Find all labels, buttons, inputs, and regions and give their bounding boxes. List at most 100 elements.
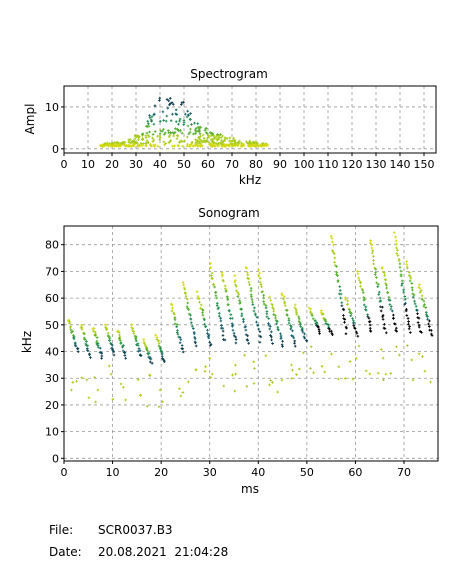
sonogram-point xyxy=(390,305,393,308)
sonogram-point xyxy=(197,297,201,300)
spectrogram-point xyxy=(163,143,166,147)
sonogram-point xyxy=(110,343,114,347)
sonogram-point xyxy=(258,330,262,333)
spectrogram-point xyxy=(240,143,243,147)
spectrogram-point xyxy=(207,141,211,144)
sonogram-point xyxy=(282,295,286,299)
sonogram-point xyxy=(171,306,174,310)
sonogram-point xyxy=(224,289,228,293)
spectrogram-point xyxy=(152,113,156,117)
sonogram-point xyxy=(289,327,293,331)
spectrogram-point xyxy=(170,101,174,104)
spectrogram-point xyxy=(213,144,217,148)
sonogram-point xyxy=(282,297,285,301)
sonogram-point xyxy=(187,308,190,311)
sonogram-point xyxy=(157,342,161,345)
sonogram-point xyxy=(407,322,410,326)
sonogram-point xyxy=(136,378,140,382)
spectrogram-ticks: 0 10 20 30 40 50 60 70 80 90 100 110 120 130 140 150 0 10 xyxy=(45,101,435,171)
sonogram-point xyxy=(416,321,420,324)
sonogram-point xyxy=(215,302,219,305)
sonogram-point xyxy=(255,320,258,324)
spectrogram-point xyxy=(178,117,182,121)
sonogram-point xyxy=(371,249,375,252)
sonogram-point xyxy=(72,334,75,337)
sonogram-point xyxy=(303,336,307,340)
sonogram-point xyxy=(316,325,320,329)
sonogram-point xyxy=(98,351,102,354)
sonogram-point xyxy=(244,328,248,332)
sonogram-point xyxy=(238,299,241,302)
spectrogram-point xyxy=(167,135,171,139)
sonogram-point xyxy=(247,277,251,280)
spectrogram-point xyxy=(196,144,199,148)
sonogram-point xyxy=(362,298,366,302)
sonogram-point xyxy=(293,339,297,343)
sonogram-point xyxy=(395,330,399,333)
spectrogram-xtick-label: 130 xyxy=(366,158,387,171)
sonogram-point xyxy=(375,281,378,285)
sonogram-point xyxy=(155,338,159,341)
sonogram-point xyxy=(116,330,119,333)
sonogram-point xyxy=(302,335,306,339)
sonogram-point xyxy=(396,254,400,257)
sonogram-point xyxy=(207,336,211,340)
spectrogram-point xyxy=(232,136,235,140)
spectrogram-point xyxy=(209,131,213,135)
sonogram-point xyxy=(187,380,190,384)
spectrogram-point xyxy=(136,144,140,148)
sonogram-point xyxy=(364,369,368,373)
sonogram-point xyxy=(262,300,265,303)
spectrogram-point xyxy=(152,122,156,126)
sonogram-point xyxy=(250,295,253,298)
spectrogram-point xyxy=(158,120,162,123)
sonogram-point xyxy=(199,306,202,310)
sonogram-point xyxy=(392,313,395,317)
spectrogram-point xyxy=(162,127,165,131)
sonogram-point xyxy=(182,283,185,287)
sonogram-point xyxy=(353,327,357,330)
sonogram-point xyxy=(170,309,174,313)
file-label: File: xyxy=(49,523,74,537)
spectrogram-point xyxy=(209,134,213,138)
sonogram-point xyxy=(157,405,161,409)
sonogram-point xyxy=(291,368,294,372)
sonogram-point xyxy=(309,367,312,370)
sonogram-point xyxy=(221,326,225,330)
sonogram-ytick-label: 20 xyxy=(45,399,59,412)
spectrogram-point xyxy=(162,119,165,122)
spectrogram-point xyxy=(172,134,175,138)
sonogram-point xyxy=(372,262,375,266)
sonogram-point xyxy=(301,330,305,334)
sonogram-ytick-label: 80 xyxy=(45,239,59,252)
sonogram-point xyxy=(260,285,263,288)
spectrogram-ytick-label: 0 xyxy=(52,143,59,156)
sonogram-point xyxy=(179,394,183,398)
sonogram-point xyxy=(237,293,241,296)
sonogram-point xyxy=(238,302,242,305)
sonogram-point xyxy=(321,312,325,316)
sonogram-point xyxy=(389,372,393,375)
sonogram-point xyxy=(328,327,331,331)
spectrogram-point xyxy=(171,112,174,116)
sonogram-point xyxy=(95,336,99,339)
sonogram-point xyxy=(189,317,193,321)
spectrogram-point xyxy=(110,144,114,148)
sonogram-point xyxy=(228,309,231,313)
sonogram-point xyxy=(368,320,372,323)
spectrogram-point xyxy=(144,136,148,139)
sonogram-point xyxy=(118,339,122,342)
sonogram-point xyxy=(234,372,237,376)
file-value: SCR0037.B3 xyxy=(98,523,173,537)
sonogram-point xyxy=(72,337,76,341)
spectrogram-point xyxy=(151,140,155,143)
sonogram-point xyxy=(415,309,419,312)
sonogram-point xyxy=(232,331,236,335)
sonogram-ytick-label: 0 xyxy=(52,452,59,465)
sonogram-point xyxy=(220,274,224,278)
sonogram-point xyxy=(143,342,146,345)
sonogram-point xyxy=(367,316,371,320)
sonogram-point xyxy=(264,354,268,358)
sonogram-point xyxy=(396,248,399,252)
sonogram-point xyxy=(139,394,142,397)
